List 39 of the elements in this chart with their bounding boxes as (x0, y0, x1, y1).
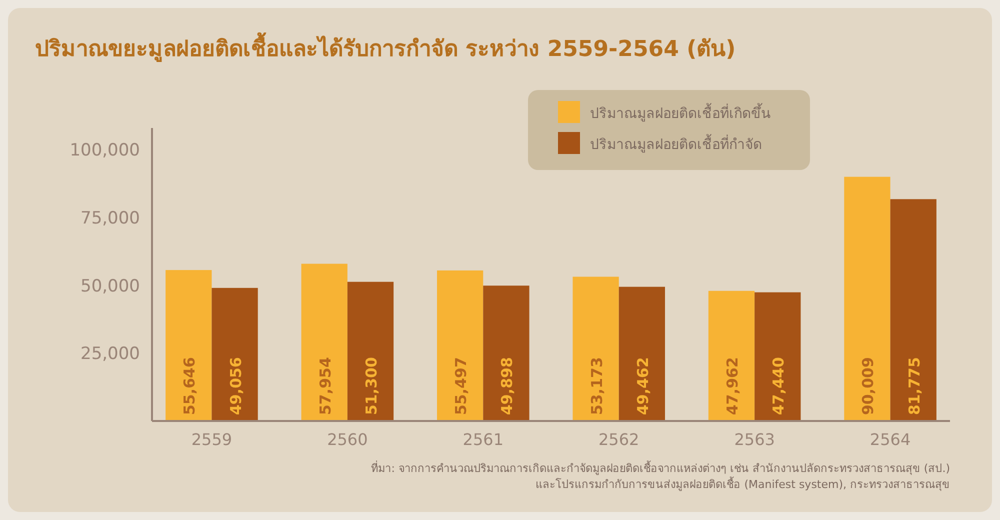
data-label: 53,173 (588, 357, 606, 415)
text: ที่มา: จากการคำนวณปริมาณการเกิดและกำจัดมูลฝอยติดเชื้อจากแหล่งต่างๆ เช่น สำนักงานปลัดกระทรวงสาธารณสุข (สป.) (371, 460, 950, 475)
x-tick-label: 2562 (598, 430, 640, 449)
x-tick-label: 2561 (462, 430, 504, 449)
data-label: 55,497 (452, 357, 470, 415)
bar (212, 288, 258, 421)
data-label: 90,009 (859, 357, 878, 415)
data-label: 47,440 (770, 357, 788, 415)
y-tick-label: 50,000 (80, 276, 140, 296)
data-label: 49,462 (634, 357, 652, 415)
bar (708, 290, 755, 421)
bar (437, 270, 484, 421)
data-label: 49,056 (226, 357, 245, 415)
x-tick-label: 2564 (870, 430, 911, 449)
data-label: 49,898 (498, 357, 516, 415)
x-tick-label: 2559 (191, 430, 232, 449)
bar (483, 286, 530, 421)
data-label: 57,954 (316, 357, 334, 415)
bar (301, 264, 348, 421)
chart-title: ปริมาณขยะมูลฝอยติดเชื้อและได้รับการกำจัด ระหว่าง 2559-2564 (ตัน) (35, 32, 736, 63)
bar (754, 292, 801, 421)
text: และโปรแกรมกำกับการขนส่งมูลฝอยติดเชื้อ (Manifest system), กระทรวงสาธารณสุข (536, 476, 950, 491)
bar (572, 276, 619, 421)
data-label: 55,646 (180, 357, 199, 415)
y-tick-label: 100,000 (70, 140, 140, 161)
bar (618, 286, 665, 421)
data-label: 81,775 (905, 357, 924, 415)
bar (890, 199, 936, 421)
y-tick-label: 25,000 (80, 344, 140, 364)
legend-label: ปริมาณมูลฝอยติดเชื้อที่เกิดขึ้น (590, 103, 771, 122)
y-tick-label: 75,000 (80, 208, 140, 228)
bar (844, 176, 890, 421)
data-label: 47,962 (724, 357, 742, 415)
data-label: 51,300 (362, 357, 380, 415)
legend-label: ปริมาณมูลฝอยติดเชื้อที่กำจัด (590, 134, 762, 153)
x-tick-label: 2563 (734, 430, 775, 449)
x-tick-label: 2560 (327, 430, 368, 449)
bar (166, 270, 212, 421)
bar (347, 282, 394, 421)
